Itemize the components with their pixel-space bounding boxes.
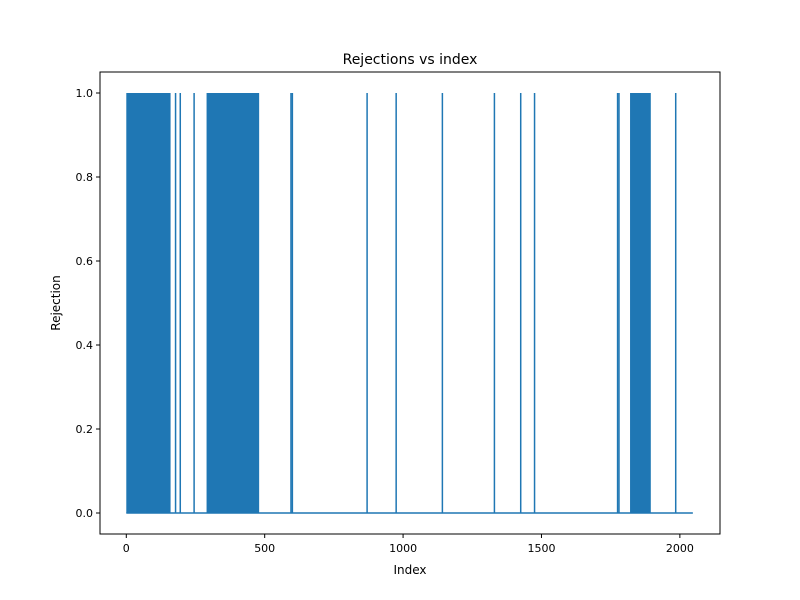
y-tick-label: 0.4 [76, 339, 94, 352]
x-axis-label: Index [393, 563, 426, 577]
x-tick-label: 500 [254, 542, 275, 555]
y-tick-label: 0.8 [76, 171, 94, 184]
dense-spike-region [126, 93, 171, 513]
plot-area [126, 93, 693, 514]
x-tick-label: 1500 [527, 542, 555, 555]
y-axis-label: Rejection [49, 275, 63, 330]
x-tick-label: 2000 [666, 542, 694, 555]
x-tick-label: 1000 [389, 542, 417, 555]
y-tick-label: 0.0 [76, 507, 94, 520]
dense-spike-region [206, 93, 260, 513]
x-axis-ticks: 0 500 1000 1500 2000 [123, 534, 694, 555]
chart-title: Rejections vs index [343, 52, 478, 68]
dense-spike-region [630, 93, 651, 513]
y-tick-label: 1.0 [76, 87, 94, 100]
x-tick-label: 0 [123, 542, 130, 555]
axes-frame [99, 71, 721, 535]
y-axis-ticks: 0.0 0.2 0.4 0.6 0.8 1.0 [76, 87, 100, 520]
y-tick-label: 0.6 [76, 255, 94, 268]
y-tick-label: 0.2 [76, 423, 94, 436]
